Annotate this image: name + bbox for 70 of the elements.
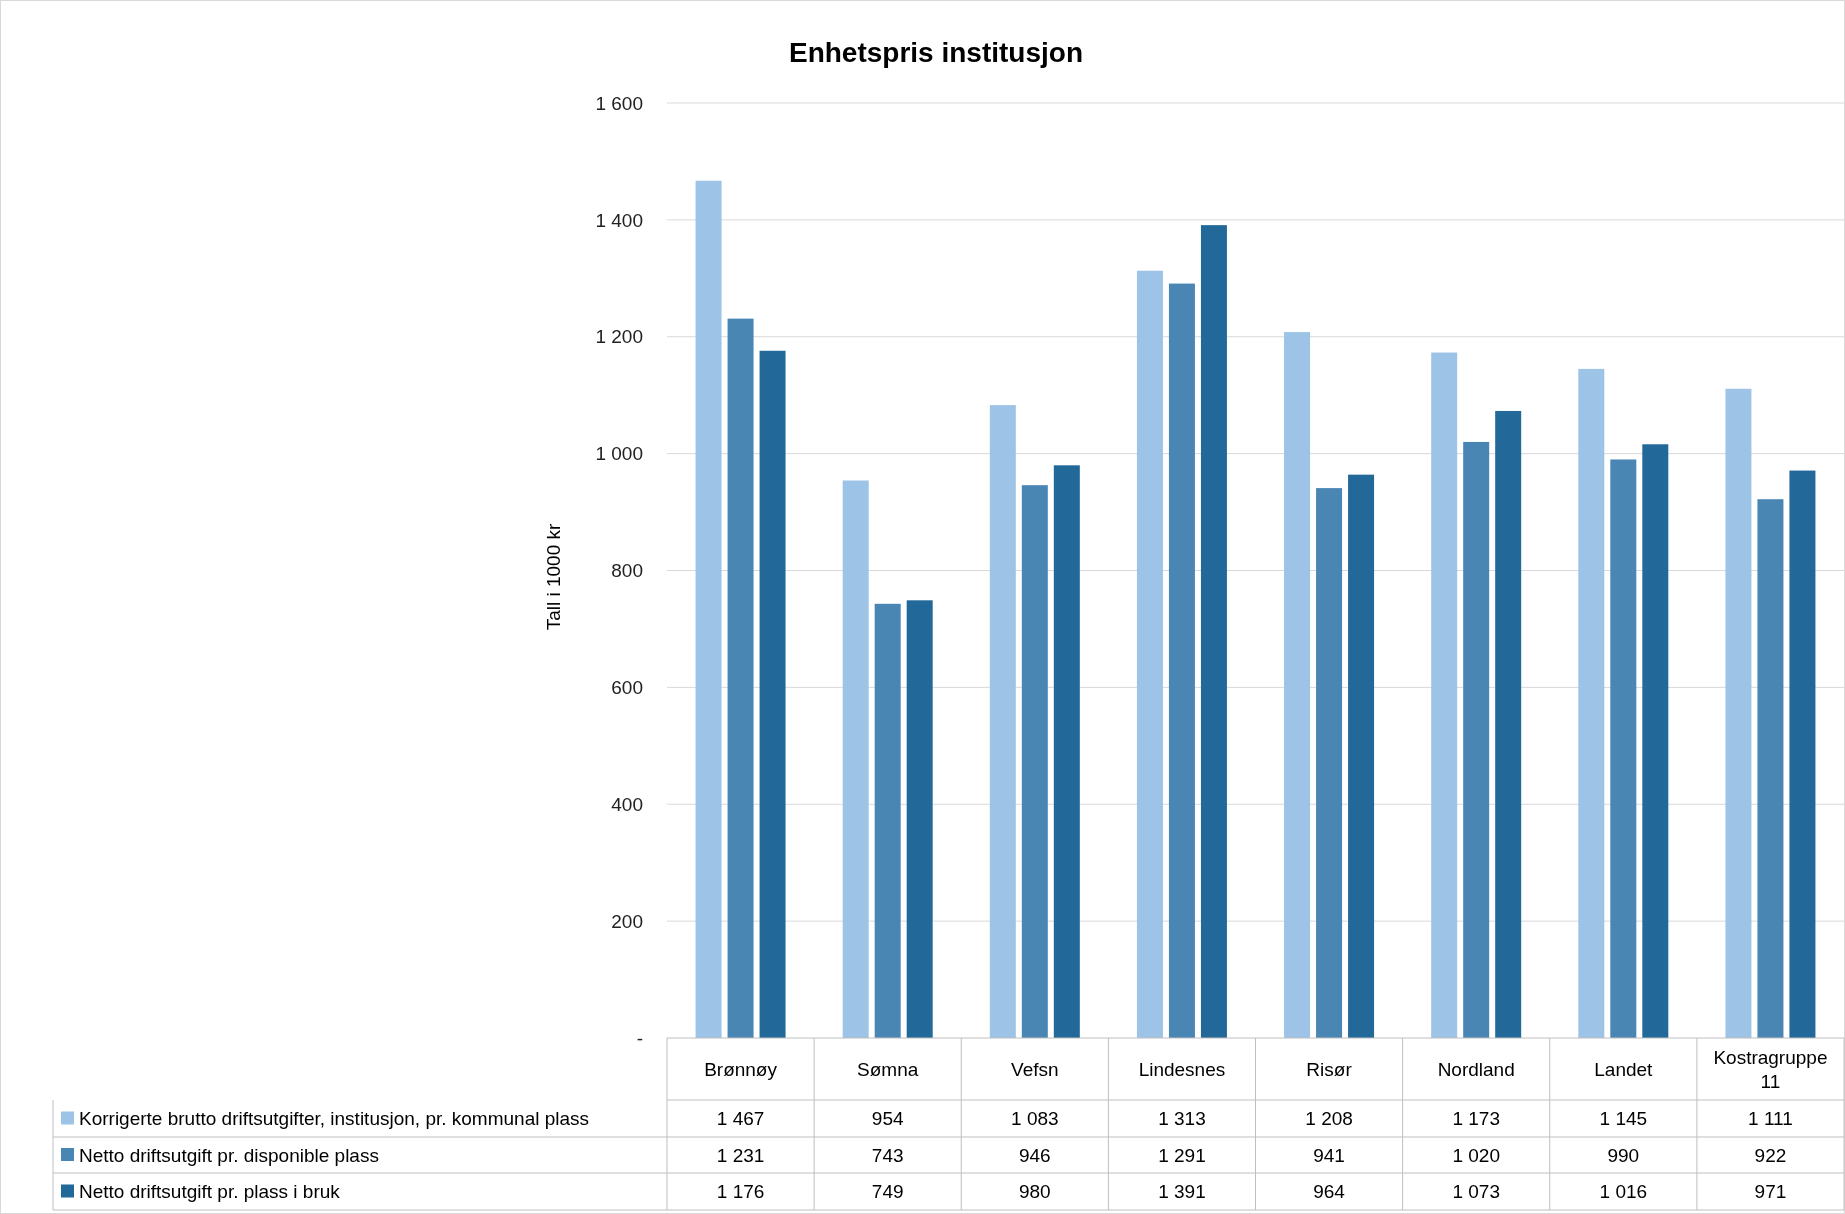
chart-title: Enhetspris institusjon [788,37,1084,68]
legend-label: Netto driftsutgift pr. disponible plass [79,1144,379,1166]
data-label: 954 [871,1108,904,1130]
y-tick-label: 1 600 [595,92,643,114]
data-label: 1 145 [1599,1108,1648,1130]
bar [695,180,722,1038]
x-tick-label: Kostragruppe 11 [1713,1046,1828,1092]
bar [1021,485,1048,1038]
data-label: 1 173 [1452,1108,1500,1130]
y-tick-label: 400 [611,793,643,815]
bar [1642,444,1669,1038]
bar [1610,459,1637,1038]
x-tick-label: Landet [1594,1058,1654,1080]
legend-label: Korrigerte brutto driftsutgifter, institusjon, pr. kommunal plass [79,1108,590,1130]
bar [989,405,1016,1038]
bar [1168,283,1195,1038]
data-label: 749 [871,1181,904,1203]
data-label: 946 [1018,1144,1051,1166]
bar [1757,499,1784,1038]
x-tick-label: Brønnøy [704,1058,778,1080]
y-tick-label: 1 000 [595,443,643,465]
bar [842,480,869,1038]
bar [1316,488,1343,1038]
data-label: 1 176 [716,1181,765,1203]
data-label: 971 [1754,1181,1787,1203]
x-tick-label: Risør [1306,1058,1353,1080]
data-label: 980 [1018,1181,1051,1203]
data-label: 743 [871,1144,904,1166]
bar [1578,368,1605,1038]
data-label: 1 016 [1599,1181,1648,1203]
bar [1348,474,1375,1038]
bar [1431,352,1458,1038]
legend-label: Netto driftsutgift pr. plass i bruk [79,1181,341,1203]
bar [1136,270,1163,1038]
y-tick-label: 800 [611,560,643,582]
y-tick-label: - [636,1027,643,1049]
data-label: 1 208 [1305,1108,1353,1130]
bar [1725,388,1752,1038]
bar [906,600,933,1038]
bar [1053,465,1080,1038]
y-tick-label: 1 200 [595,326,643,348]
bar [1463,441,1490,1038]
data-label: 990 [1607,1144,1640,1166]
bar [1495,410,1522,1038]
y-tick-label: 600 [611,677,643,699]
data-label: 1 313 [1158,1108,1206,1130]
data-label: 1 073 [1452,1181,1500,1203]
bar [1200,225,1227,1038]
x-tick-label: Lindesnes [1138,1058,1226,1080]
data-label: 1 083 [1011,1108,1059,1130]
data-label: 1 231 [716,1144,765,1166]
data-label: 1 391 [1158,1181,1206,1203]
y-tick-label: 1 400 [595,209,643,231]
data-label: 1 467 [716,1108,765,1130]
x-tick-label: Vefsn [1011,1058,1059,1080]
x-tick-label: Nordland [1437,1058,1515,1080]
bar [727,318,754,1038]
data-label: 964 [1313,1181,1346,1203]
data-label: 1 020 [1452,1144,1500,1166]
data-label: 1 111 [1748,1108,1793,1130]
bar [1789,470,1816,1038]
x-tick-label: Sømna [857,1058,919,1080]
bar [874,603,901,1038]
bar [1284,332,1311,1038]
data-label: 922 [1754,1144,1787,1166]
y-axis-title: Tall i 1000 kr [543,523,564,631]
y-tick-label: 200 [611,910,643,932]
data-label: 1 291 [1158,1144,1206,1166]
bar [759,350,786,1038]
data-label: 941 [1313,1144,1345,1166]
